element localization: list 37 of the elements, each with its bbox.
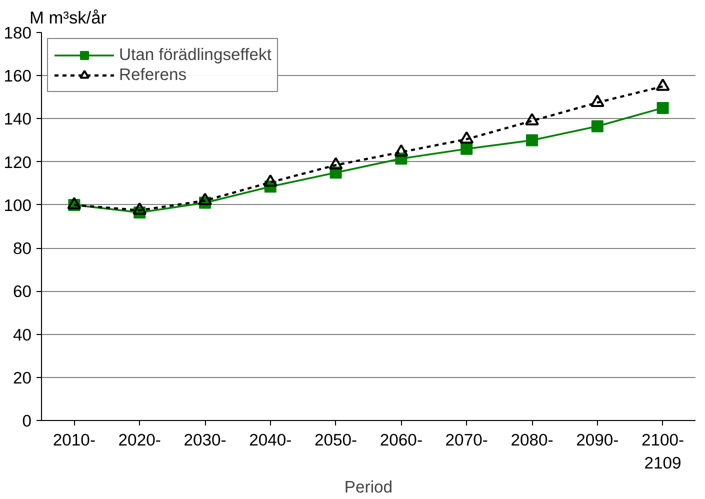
x-tick-label: 2070- — [445, 430, 488, 450]
point — [263, 174, 278, 187]
legend-label: Utan förädlingseffekt — [119, 45, 272, 65]
y-tick-label: 60 — [12, 282, 32, 302]
y-tick-label: 140 — [4, 110, 32, 129]
y-tick-label: 20 — [12, 368, 32, 388]
point — [656, 102, 669, 114]
x-tick-label: 2010- — [52, 430, 96, 450]
x-tick-label: 2080- — [510, 430, 554, 450]
x-tick-label: 2090- — [576, 430, 619, 450]
x-tick-label: 2020- — [118, 430, 161, 450]
x-tick-label: 2100- 2109 — [642, 430, 684, 472]
point — [525, 112, 539, 126]
point — [590, 94, 604, 108]
point — [328, 157, 343, 170]
point — [132, 202, 147, 215]
y-tick-label: 40 — [12, 325, 32, 344]
legend-label: Referens — [119, 65, 187, 85]
x-axis-title: Period — [344, 477, 393, 496]
x-tick-label: 2060- — [380, 430, 423, 450]
y-tick-label: 80 — [12, 239, 32, 258]
point — [394, 144, 408, 157]
y-axis-title: M m³sk/år — [30, 8, 107, 28]
point — [198, 192, 212, 206]
y-tick-label: 160 — [4, 66, 32, 86]
point — [591, 120, 604, 132]
y-tick-label: 0 — [22, 412, 32, 430]
y-tick-label: 100 — [4, 196, 32, 215]
point — [656, 78, 670, 91]
x-tick-label: 2050- — [314, 430, 358, 450]
point — [460, 142, 473, 155]
y-tick-label: 120 — [4, 152, 32, 172]
x-tick-label: 2040- — [249, 430, 292, 450]
y-tick-label: 180 — [4, 24, 32, 42]
point — [460, 131, 474, 144]
x-tick-label: 2030- — [184, 430, 226, 450]
point — [526, 134, 538, 146]
